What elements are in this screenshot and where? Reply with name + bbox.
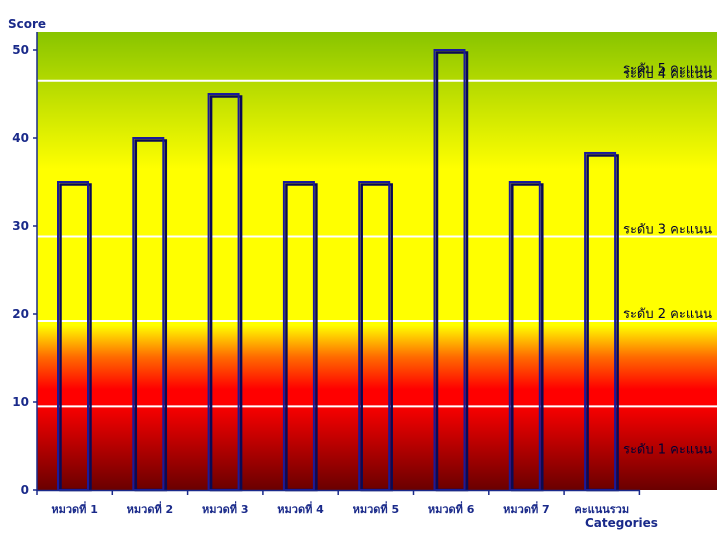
y-tick-label: 40 — [12, 131, 29, 145]
plot-background — [37, 32, 717, 490]
y-axis-title: Score — [8, 17, 46, 31]
level-label: ระดับ 5 คะแนน — [623, 62, 712, 77]
x-tick-label: หมวดที่ 1 — [51, 501, 98, 516]
level-labels: ระดับ 1 คะแนน ระดับ 2 คะแนน ระดับ 3 คะแนน ร… — [623, 62, 712, 457]
x-tick-label: หมวดที่ 2 — [127, 501, 174, 516]
x-tick-label: หมวดที่ 3 — [202, 501, 249, 516]
y-tick-label: 10 — [12, 395, 29, 409]
x-axis-title: Categories — [585, 516, 658, 530]
level-label: ระดับ 4 คะแนน — [623, 67, 712, 82]
x-tick-label: คะแนนรวม — [574, 503, 629, 516]
x-tick-label: หมวดที่ 5 — [353, 501, 400, 516]
x-tick-label: หมวดที่ 7 — [503, 501, 550, 516]
x-ticks: หมวดที่ 1 หมวดที่ 2 หมวดที่ 3 หมวดที่ 4 หมวด… — [36, 490, 641, 516]
y-tick-label: 20 — [12, 307, 29, 321]
level-band-lines — [37, 79, 717, 408]
y-tick-label: 0 — [21, 483, 29, 497]
level-label: ระดับ 3 คะแนน — [623, 223, 712, 238]
x-tick-label: หมวดที่ 6 — [428, 501, 475, 516]
level-label: ระดับ 1 คะแนน — [623, 442, 712, 457]
level-label: ระดับ 2 คะแนน — [623, 307, 712, 322]
y-tick-label: 50 — [12, 43, 29, 57]
y-ticks: 0 10 20 30 40 50 — [12, 43, 37, 497]
y-tick-label: 30 — [12, 219, 29, 233]
x-tick-label: หมวดที่ 4 — [277, 501, 324, 516]
